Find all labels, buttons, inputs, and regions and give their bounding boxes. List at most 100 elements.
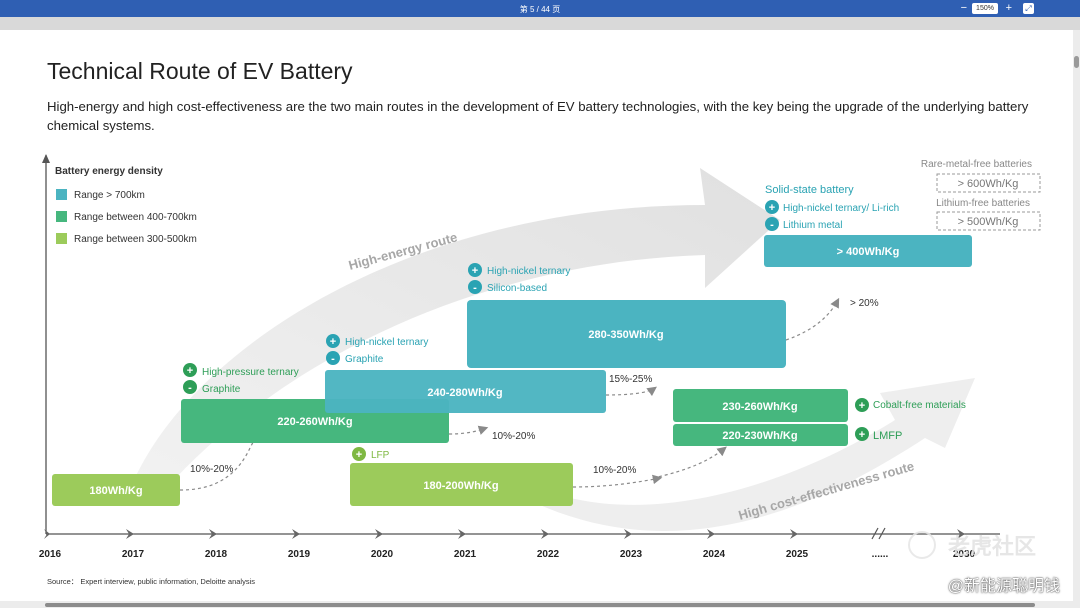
year-label: 2025: [786, 549, 809, 560]
source-note: Source： Expert interview, public informa…: [47, 577, 256, 586]
density-bar-label: 240-280Wh/Kg: [427, 387, 502, 399]
legend-swatch: [56, 211, 67, 222]
annotation-text: Graphite: [345, 354, 384, 365]
axis-break: [871, 527, 886, 540]
svg-text:+: +: [859, 429, 865, 441]
legend-label: Range between 300-500km: [74, 234, 197, 245]
year-label: 2030: [953, 549, 976, 560]
annotation-text: LFP: [371, 450, 390, 461]
plus-icon: [183, 363, 197, 377]
plus-icon: [765, 200, 779, 214]
year-label: 2017: [122, 549, 145, 560]
annotation-text: Lithium metal: [783, 220, 842, 231]
horizontal-scroll-thumb[interactable]: [45, 603, 1035, 607]
svg-text:+: +: [330, 336, 336, 348]
svg-text:+: +: [859, 400, 865, 412]
svg-text:+: +: [356, 449, 362, 461]
svg-text:-: -: [331, 353, 335, 365]
future-title: Lithium-free batteries: [936, 198, 1030, 209]
zoom-level[interactable]: 150%: [972, 3, 998, 14]
plus-icon: [855, 398, 869, 412]
density-bar-label: 220-260Wh/Kg: [277, 416, 352, 428]
fit-page-icon[interactable]: ⤢: [1023, 3, 1034, 14]
page-title: Technical Route of EV Battery: [47, 58, 353, 84]
plus-icon: [855, 427, 869, 441]
year-label: 2018: [205, 549, 228, 560]
growth-connector: [179, 422, 264, 491]
density-bar-label: 280-350Wh/Kg: [588, 329, 663, 341]
density-bar-label: 230-260Wh/Kg: [722, 401, 797, 413]
growth-connector: [652, 446, 727, 479]
growth-label: 15%-25%: [609, 374, 652, 385]
legend-swatch: [56, 233, 67, 244]
minus-icon: [183, 380, 197, 394]
density-bar: [673, 424, 848, 446]
vertical-scrollbar[interactable]: [1073, 30, 1080, 608]
future-title: Rare-metal-free batteries: [921, 159, 1032, 170]
density-bar-label: 180-200Wh/Kg: [423, 480, 498, 492]
density-bar-label: 220-230Wh/Kg: [722, 430, 797, 442]
density-bar: [52, 474, 180, 506]
y-axis-label: Battery energy density: [55, 166, 163, 177]
year-label: 2020: [371, 549, 394, 560]
future-value: > 500Wh/Kg: [958, 216, 1019, 228]
annotation-text: Graphite: [202, 384, 241, 395]
growth-connector: [605, 386, 657, 397]
solid-state-title: Solid-state battery: [765, 184, 854, 196]
minus-icon: [326, 351, 340, 365]
year-label: 2016: [39, 549, 62, 560]
density-bar: [350, 463, 573, 506]
minus-icon: [468, 280, 482, 294]
growth-label: 10%-20%: [492, 431, 535, 442]
year-label: ......: [872, 549, 889, 560]
watermark-brand: 老虎社区: [947, 534, 1036, 559]
annotation-text: High-nickel ternary: [345, 337, 428, 348]
future-box: [936, 211, 1041, 231]
watermark: @新能源聪明钱: [947, 578, 1060, 595]
density-bar: [325, 370, 606, 413]
annotation-text: High-nickel ternary/ Li-rich: [783, 203, 899, 214]
year-label: 2022: [537, 549, 560, 560]
year-label: 2021: [454, 549, 477, 560]
annotation-text: LMFP: [873, 430, 902, 442]
page-subtitle: High-energy and high cost-effectiveness …: [47, 99, 1029, 133]
growth-connector: [448, 425, 489, 435]
year-label: 2019: [288, 549, 311, 560]
legend-swatch: [56, 189, 67, 200]
density-bar: [764, 235, 972, 267]
growth-connector: [572, 474, 663, 488]
page-indicator: 第 5 / 44 页: [519, 5, 561, 14]
high-energy-route-arrow: [135, 168, 780, 490]
density-bar: [673, 389, 848, 422]
future-value: > 600Wh/Kg: [958, 178, 1019, 190]
annotation-text: High-nickel ternary: [487, 266, 570, 277]
density-bar-label: 180Wh/Kg: [89, 485, 142, 497]
watermark-logo: 老虎社区: [908, 531, 1036, 559]
vertical-scroll-thumb[interactable]: [1074, 56, 1079, 68]
plus-icon: [352, 447, 366, 461]
annotation-text: Cobalt-free materials: [873, 400, 966, 411]
svg-text:-: -: [770, 219, 774, 231]
zoom-out-button[interactable]: −: [960, 2, 967, 14]
year-label: 2023: [620, 549, 643, 560]
svg-text:+: +: [187, 365, 193, 377]
growth-label: 10%-20%: [190, 464, 233, 475]
growth-label: 10%-20%: [593, 465, 636, 476]
svg-text:+: +: [769, 202, 775, 214]
annotation-text: Silicon-based: [487, 283, 547, 294]
zoom-in-button[interactable]: +: [1005, 2, 1012, 14]
future-box: [936, 173, 1041, 193]
density-bar: [467, 300, 786, 368]
plus-icon: [468, 263, 482, 277]
annotation-text: High-pressure ternary: [202, 367, 299, 378]
density-bar-label: > 400Wh/Kg: [837, 246, 900, 258]
year-label: 2024: [703, 549, 726, 560]
legend: Range > 700km Range between 400-700km Ra…: [56, 189, 197, 245]
y-axis-arrow: [42, 154, 50, 163]
cost-effectiveness-route-arrow: [520, 378, 975, 531]
svg-text:+: +: [472, 265, 478, 277]
legend-label: Range > 700km: [74, 190, 145, 201]
svg-text:-: -: [473, 282, 477, 294]
x-axis-ticks: [44, 529, 965, 539]
